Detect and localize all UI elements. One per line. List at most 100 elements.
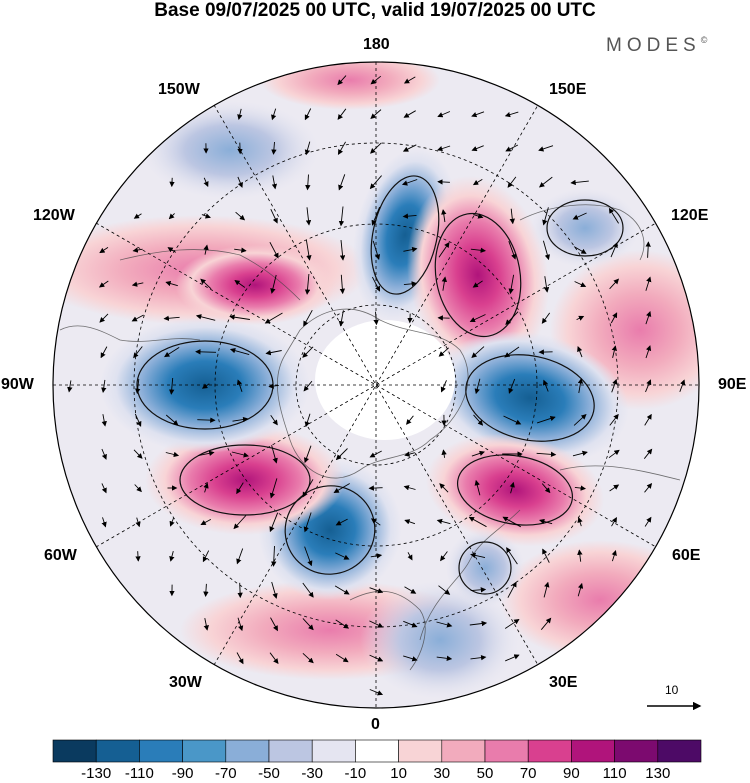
colorbar-tick-label: 110 [602,765,627,782]
wind-vector [99,313,109,323]
wind-vector [472,280,483,288]
colorbar-tick-label: -10 [344,765,367,782]
wind-vector [335,653,349,663]
lon-label-180: 180 [363,36,390,53]
wind-vector [270,617,278,632]
wind-vector [304,108,312,121]
colorbar-swatch [95,739,140,763]
wind-vector [229,348,250,356]
wind-vector [100,346,108,359]
wind-vector [468,516,487,528]
wind-vector [101,483,107,494]
wind-vector [504,619,520,629]
wind-vector [369,689,384,696]
lon-label-0: 0 [371,716,380,733]
wind-vector [536,415,556,424]
contour-180 [370,175,440,295]
wind-vector [436,621,453,628]
wind-vector [543,276,550,293]
wind-vector [369,175,382,190]
lon-label-120e: 120E [671,207,709,224]
wind-vector [403,246,418,253]
wind-vector [404,519,416,525]
lon-label-30e: 30E [549,674,578,691]
wind-vector [371,206,381,226]
wind-vector [471,111,485,118]
wind-vector [472,179,483,186]
wind-vector [679,379,686,392]
wind-vector [333,483,350,493]
colorbar-tick-label: 130 [645,765,671,782]
colorbar-swatch [484,739,529,763]
wind-vector [335,619,350,629]
contour-120e [546,199,624,257]
wind-vector [134,413,142,427]
wind-vector [611,345,617,359]
wind-vector [234,247,247,253]
wind-vector [339,240,346,261]
wind-vector [505,311,519,325]
wind-vector [539,518,553,525]
wind-vector [609,278,620,290]
wind-vector [441,209,447,223]
wind-vector [508,378,516,394]
wind-vector [403,76,416,84]
brand-text: MODES [606,35,701,56]
wind-vector [506,547,518,565]
wind-vector [404,586,417,594]
wind-vector [611,550,617,562]
colorbar-swatch [398,739,443,763]
wind-vector [645,345,652,359]
anomaly-negative-0 [360,580,520,700]
wind-vectors [67,75,686,696]
wind-vector [369,450,382,458]
wind-vector [369,620,384,628]
wind-vector [304,546,313,567]
wind-vector [370,553,383,559]
wind-vector [504,111,519,118]
polar-cap [315,320,455,440]
wind-vector [502,516,522,528]
wind-vector [541,483,551,494]
wind-vector [644,413,652,426]
wind-vector [237,108,243,120]
wind-vector [473,414,484,426]
wind-vector [542,240,550,261]
wind-vector [264,312,283,324]
wind-vector [305,174,311,191]
wind-vector [368,485,383,491]
wind-vector [203,177,209,188]
wind-vector [503,415,522,425]
wind-vector [303,512,312,533]
lon-label-150e: 150E [549,81,587,98]
wind-vector [645,379,652,393]
wind-vector [608,207,619,224]
wind-vector [135,378,141,394]
wind-vector [337,108,347,120]
colorbar-tick-label: 70 [519,765,537,782]
wind-vector [304,273,311,295]
colorbar-swatch [225,739,270,763]
wind-vector [402,213,417,219]
wind-vector [232,416,249,423]
wind-vector [403,281,417,287]
wind-vector [164,347,180,358]
wind-vector [235,211,246,221]
wind-vector [438,585,451,595]
colorbar-tick-label: -70 [214,765,237,782]
wind-vector [338,206,345,227]
wind-vector [67,380,73,393]
wind-vector [543,581,550,598]
anomaly-core-negative-30e [445,528,525,608]
wind-vector [169,377,175,395]
wind-vector [98,280,109,288]
brand-mark: © [700,35,708,45]
wind-vector [370,518,381,526]
wind-vector [437,179,450,185]
wind-vector [203,583,209,597]
wind-vector [236,379,243,392]
wind-vector [335,552,350,560]
wind-vector [229,314,250,320]
wind-vector [404,451,416,457]
wind-vector [302,479,314,498]
